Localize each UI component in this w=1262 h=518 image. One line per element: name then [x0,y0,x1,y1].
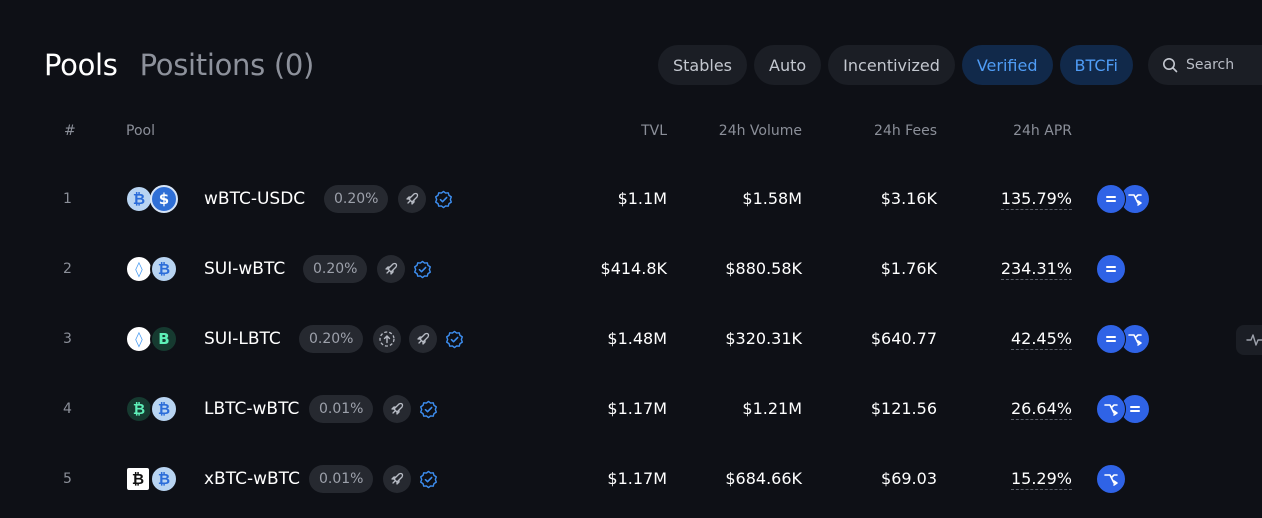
table-row[interactable]: 3 ◊ B SUI-LBTC 0.20% $1.48M $320.31K $640.77 42.… [0,304,1262,374]
row-number: 2 [63,261,72,277]
apr-value-text: 135.79% [1000,189,1072,210]
fee-tier-badge: 0.01% [309,465,374,493]
volume-value: $1.58M [742,189,802,208]
filter-chips: Stables Auto Incentivized Verified BTCFi [658,45,1133,85]
xbtc-token-icon: ₿ [125,466,151,492]
row-number: 5 [63,471,72,487]
fees-value: $3.16K [880,189,937,208]
strategy-equal-icon[interactable] [1096,254,1126,284]
table-row[interactable]: 2 ◊ ₿ SUI-wBTC 0.20% $414.8K $880.58K $1.76K 234… [0,234,1262,304]
pool-pair-name[interactable]: SUI-LBTC [204,329,281,349]
btc-token-icon: ₿ [125,185,153,213]
column-header-num: # [64,123,76,139]
apr-value[interactable]: 42.45% [1010,304,1072,374]
fee-tier-badge: 0.01% [309,395,374,423]
column-header-fees[interactable]: 24h Fees [874,123,937,139]
verified-badge-icon [413,260,432,279]
apr-value[interactable]: 15.29% [1010,444,1072,514]
fee-tier-badge: 0.20% [324,185,389,213]
strategy-equal-icon[interactable] [1096,184,1126,214]
rocket-icon [383,395,411,423]
volume-value: $320.31K [725,329,802,348]
rocket-icon [409,325,437,353]
column-header-pool[interactable]: Pool [126,123,155,139]
table-row[interactable]: 1 ₿ $ wBTC-USDC 0.20% $1.1M $1.58M $3.16K 135.79… [0,164,1262,234]
filter-auto[interactable]: Auto [754,45,822,85]
tvl-value: $1.17M [607,399,667,418]
table-row[interactable]: 5 ₿ ₿ xBTC-wBTC 0.01% $1.17M $684.66K $69.03 15.… [0,444,1262,514]
search-placeholder: Search [1186,57,1235,73]
filter-incentivized[interactable]: Incentivized [828,45,955,85]
lbtc-token-icon: ₿ [125,395,153,423]
apr-value-text: 42.45% [1010,329,1072,350]
volume-value: $684.66K [725,469,802,488]
btc-token-icon: ₿ [150,255,178,283]
column-header-tvl[interactable]: TVL [641,123,667,139]
sui-token-icon: ◊ [125,325,153,353]
search-icon [1163,58,1178,73]
row-number: 1 [63,191,72,207]
fee-tier-badge: 0.20% [303,255,368,283]
apr-value-text: 15.29% [1010,469,1072,490]
filter-stables[interactable]: Stables [658,45,748,85]
pool-pair-name[interactable]: LBTC-wBTC [204,399,300,419]
verified-badge-icon [434,190,453,209]
btc-token-icon: ₿ [150,395,178,423]
filter-verified[interactable]: Verified [961,45,1053,85]
row-number: 4 [63,401,72,417]
tvl-value: $414.8K [600,259,667,278]
fees-value: $121.56 [870,399,937,418]
rocket-icon [377,255,405,283]
tvl-value: $1.48M [607,329,667,348]
filter-btcfi[interactable]: BTCFi [1059,45,1133,85]
rocket-icon [398,185,426,213]
page-header: Pools Positions (0) [44,48,314,82]
verified-badge-icon [419,470,438,489]
volume-value: $880.58K [725,259,802,278]
btc-token-icon: ₿ [150,465,178,493]
usdc-token-icon: $ [150,185,178,213]
apr-value[interactable]: 135.79% [1000,164,1072,234]
fees-value: $640.77 [870,329,937,348]
apr-value-text: 26.64% [1010,399,1072,420]
apr-value[interactable]: 26.64% [1010,374,1072,444]
strategy-swap-icon[interactable] [1096,394,1126,424]
verified-badge-icon [445,330,464,349]
pool-pair-name[interactable]: xBTC-wBTC [204,469,300,489]
chart-activity-icon[interactable] [1236,325,1262,355]
upload-icon [373,325,401,353]
tab-positions[interactable]: Positions (0) [139,48,315,82]
rocket-icon [383,465,411,493]
sui-token-icon: ◊ [125,255,153,283]
fees-value: $69.03 [881,469,937,488]
pool-pair-name[interactable]: wBTC-USDC [204,189,306,209]
fees-value: $1.76K [880,259,937,278]
strategy-equal-icon[interactable] [1096,324,1126,354]
row-number: 3 [63,331,72,347]
strategy-swap-icon[interactable] [1096,464,1126,494]
column-header-apr[interactable]: 24h APR [1013,123,1072,139]
volume-value: $1.21M [742,399,802,418]
tvl-value: $1.17M [607,469,667,488]
fee-tier-badge: 0.20% [299,325,364,353]
tab-pools[interactable]: Pools [44,48,118,82]
search-input[interactable]: Search [1148,45,1262,85]
apr-value[interactable]: 234.31% [1000,234,1072,304]
verified-badge-icon [419,400,438,419]
lbtc-token-icon: B [150,325,178,353]
apr-value-text: 234.31% [1000,259,1072,280]
column-header-volume[interactable]: 24h Volume [718,123,802,139]
pool-pair-name[interactable]: SUI-wBTC [204,259,286,279]
table-row[interactable]: 4 ₿ ₿ LBTC-wBTC 0.01% $1.17M $1.21M $121.56 26.6… [0,374,1262,444]
tvl-value: $1.1M [617,189,667,208]
